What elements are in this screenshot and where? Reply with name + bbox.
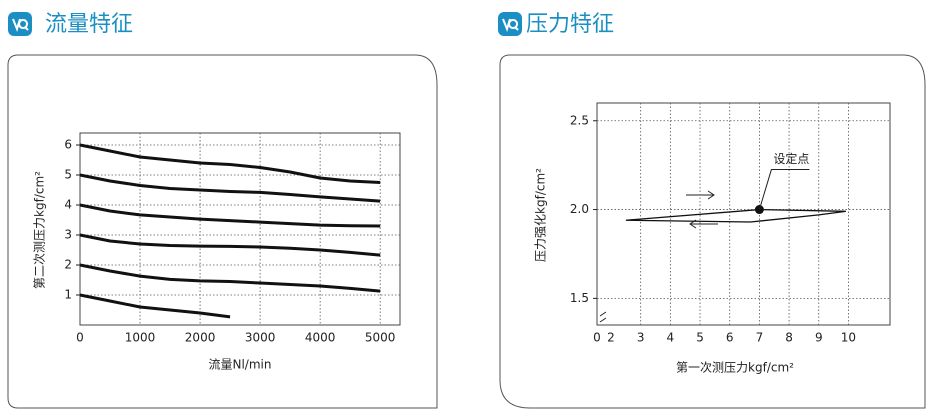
data-line <box>625 208 847 223</box>
x-tick-label: 0 <box>76 331 84 345</box>
y-tick-label: 1 <box>64 288 72 302</box>
x-tick-label: 3000 <box>245 331 276 345</box>
x-tick-label: 0 <box>593 331 601 345</box>
leader-line <box>758 169 810 210</box>
y-tick-label: 2 <box>64 258 72 272</box>
x-tick-label: 4000 <box>305 331 336 345</box>
data-line <box>79 173 381 203</box>
panel <box>7 54 438 409</box>
x-tick-label: 9 <box>815 331 823 345</box>
axis-break <box>599 311 607 323</box>
data-line <box>79 143 381 184</box>
plot-frame <box>596 102 891 326</box>
chart-title: 压力特征 <box>526 12 614 37</box>
y-tick-label: 5 <box>64 168 72 182</box>
y-tick-label: 2.5 <box>570 113 589 127</box>
data-line <box>79 203 381 228</box>
x-tick-label: 1000 <box>125 331 156 345</box>
data-line <box>79 263 381 293</box>
y-tick-label: 3 <box>64 228 72 242</box>
y-tick-label: 6 <box>64 138 72 152</box>
y-axis-label: 压力强化kgf/cm² <box>534 168 548 262</box>
logo-glyph <box>12 18 29 33</box>
y-tick-label: 4 <box>64 198 72 212</box>
y-tick-label: 1.5 <box>570 291 589 305</box>
chart-title: 流量特征 <box>45 12 133 37</box>
y-axis-label: 第二次测压力kgf/cm² <box>33 171 47 289</box>
logo-glyph <box>502 18 519 33</box>
plot-frame <box>79 132 401 326</box>
x-tick-label: 5000 <box>365 331 396 345</box>
panel <box>499 54 926 409</box>
x-axis-label: 第一次测压力kgf/cm² <box>676 361 794 375</box>
x-tick-label: 6 <box>726 331 734 345</box>
x-tick-label: 8 <box>785 331 793 345</box>
annotation: 设定点 <box>773 151 809 166</box>
x-tick-label: 4 <box>667 331 675 345</box>
x-tick-label: 5 <box>696 331 704 345</box>
data-line <box>79 233 381 257</box>
x-tick-label: 10 <box>841 331 856 345</box>
x-tick-label: 3 <box>637 331 645 345</box>
data-line <box>79 293 231 319</box>
y-tick-label: 2.0 <box>570 202 589 216</box>
x-axis-label: 流量Nl/min <box>209 358 272 372</box>
x-tick-label: 2000 <box>185 331 216 345</box>
x-tick-label: 7 <box>756 331 764 345</box>
x-tick-label: 2 <box>607 331 615 345</box>
